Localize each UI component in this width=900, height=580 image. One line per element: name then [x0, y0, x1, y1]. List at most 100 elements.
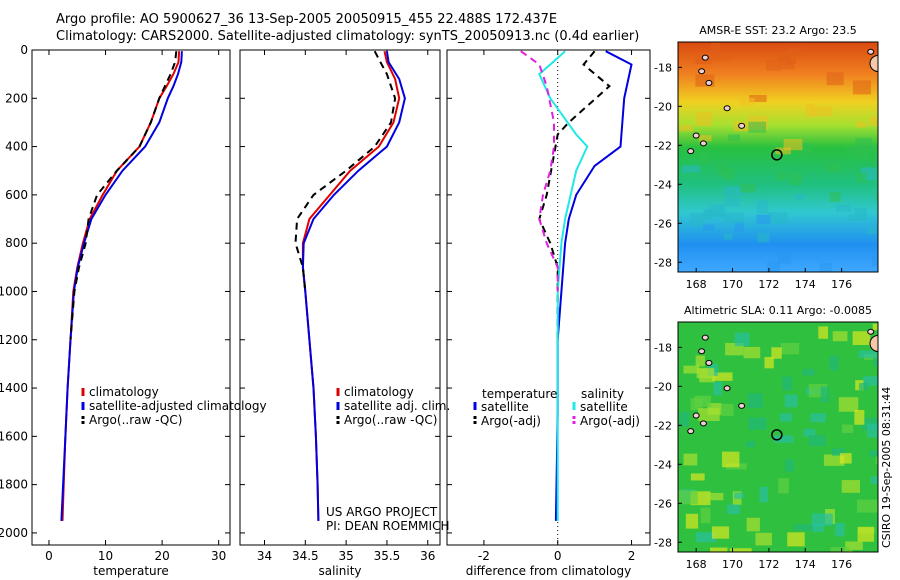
map-field	[678, 322, 878, 552]
sla-patch	[841, 480, 860, 493]
sst-patch	[776, 170, 788, 181]
sla-patch	[706, 492, 724, 501]
sst-patch	[795, 194, 805, 201]
y-tick-label: 1400	[0, 381, 28, 395]
series-line	[538, 50, 589, 521]
x-tick-label: 34	[257, 549, 272, 563]
sst-patch	[775, 147, 791, 155]
x-tick-label: 176	[831, 558, 852, 571]
sla-patch	[743, 346, 761, 359]
y-tick-label: 400	[5, 140, 28, 154]
island-outline	[692, 132, 700, 139]
y-tick-label: 800	[5, 236, 28, 250]
sst-patch	[756, 214, 771, 225]
sla-patch	[832, 331, 848, 342]
plot-frame	[31, 49, 231, 546]
sst-patch	[768, 211, 788, 224]
sst-patch	[856, 172, 867, 183]
x-tick-label: 174	[795, 558, 816, 571]
map-panels: AMSR-E SST: 23.2 Argo: 23.5 168 170 172 174 1…	[654, 24, 879, 571]
sla-patch	[685, 513, 699, 529]
sst-patch	[862, 145, 877, 153]
sla-patch	[811, 513, 833, 527]
sla-patch	[709, 547, 728, 552]
map-panel-2: Altimetric SLA: 0.11 Argo: -0.0085 168 170…	[654, 304, 879, 571]
profile-panels: 0 10 20 30temperature0200400600800100012001…	[0, 43, 651, 578]
sla-patch	[782, 376, 793, 391]
island-outline	[867, 328, 875, 335]
sst-patch	[819, 263, 832, 272]
sla-patch	[803, 428, 816, 437]
x-tick-label: 36	[420, 549, 435, 563]
sla-patch	[812, 523, 824, 533]
sla-patch	[830, 546, 850, 552]
x-axis-label: salinity	[318, 564, 361, 578]
x-tick-label: 0	[45, 549, 53, 563]
figure-title-line2: Climatology: CARS2000. Satellite-adjuste…	[56, 29, 640, 44]
sla-patch	[727, 504, 740, 515]
fiji-landmass	[869, 54, 878, 72]
y-tick-label: 200	[5, 91, 28, 105]
island-outline	[698, 348, 706, 355]
legend-label: climatology	[344, 385, 414, 399]
sla-patch	[875, 455, 878, 465]
map-frame	[677, 41, 879, 273]
plot-frame	[446, 49, 651, 546]
sla-patch	[774, 435, 794, 443]
sla-patch	[713, 381, 722, 396]
sla-patch	[711, 526, 730, 539]
legend-label: satellite-adjusted climatology	[89, 399, 267, 413]
sst-patch	[724, 167, 735, 181]
sst-patch	[757, 232, 770, 243]
project-annotation: PI: DEAN ROEMMICH	[326, 519, 449, 533]
sla-patch	[870, 476, 878, 485]
x-tick-label: 0	[554, 549, 562, 563]
sst-patch	[780, 50, 792, 62]
x-tick-label: 176	[831, 278, 852, 291]
y-tick-label: -22	[654, 139, 672, 152]
sla-patch	[720, 403, 734, 416]
sla-patch	[794, 524, 816, 531]
sst-patch	[718, 163, 727, 178]
map-frame	[677, 321, 879, 553]
sst-patch	[690, 212, 705, 226]
x-tick-label: 2	[628, 549, 636, 563]
sla-patch	[842, 424, 854, 433]
island-outline	[701, 54, 709, 61]
island-outline	[867, 48, 875, 55]
x-tick-label: 30	[211, 549, 226, 563]
sst-patch	[812, 106, 833, 117]
y-tick-label: 1800	[0, 478, 28, 492]
sst-patch	[749, 94, 767, 103]
sla-patch	[683, 453, 698, 466]
sla-patch	[854, 409, 865, 425]
y-tick-label: 2000	[0, 526, 28, 540]
sla-patch	[734, 492, 744, 499]
sla-patch	[872, 323, 878, 331]
x-tick-label: 168	[686, 558, 707, 571]
x-tick-label: 35.5	[374, 549, 401, 563]
x-tick-label: 20	[154, 549, 169, 563]
island-outline	[687, 148, 695, 155]
sst-patch	[682, 165, 701, 173]
legend-header-salinity: salinity	[581, 387, 624, 401]
sla-patch	[748, 417, 767, 430]
island-outline	[705, 359, 713, 366]
sst-patch	[871, 255, 878, 267]
sst-patch	[869, 116, 878, 127]
y-tick-label: -18	[654, 341, 672, 354]
sla-patch	[764, 357, 774, 369]
sla-patch	[729, 548, 752, 552]
x-tick-label: 170	[722, 558, 743, 571]
map-title: Altimetric SLA: 0.11 Argo: -0.0085	[684, 304, 872, 317]
sst-patch	[694, 57, 707, 64]
sla-patch	[838, 397, 859, 412]
sst-patch	[734, 221, 744, 232]
x-axis-label: temperature	[93, 564, 168, 578]
sst-patch	[723, 233, 733, 240]
legend-label: Argo(..raw -QC)	[344, 413, 437, 427]
island-outline	[723, 105, 731, 112]
y-tick-label: 1600	[0, 429, 28, 443]
series-line	[60, 51, 183, 521]
